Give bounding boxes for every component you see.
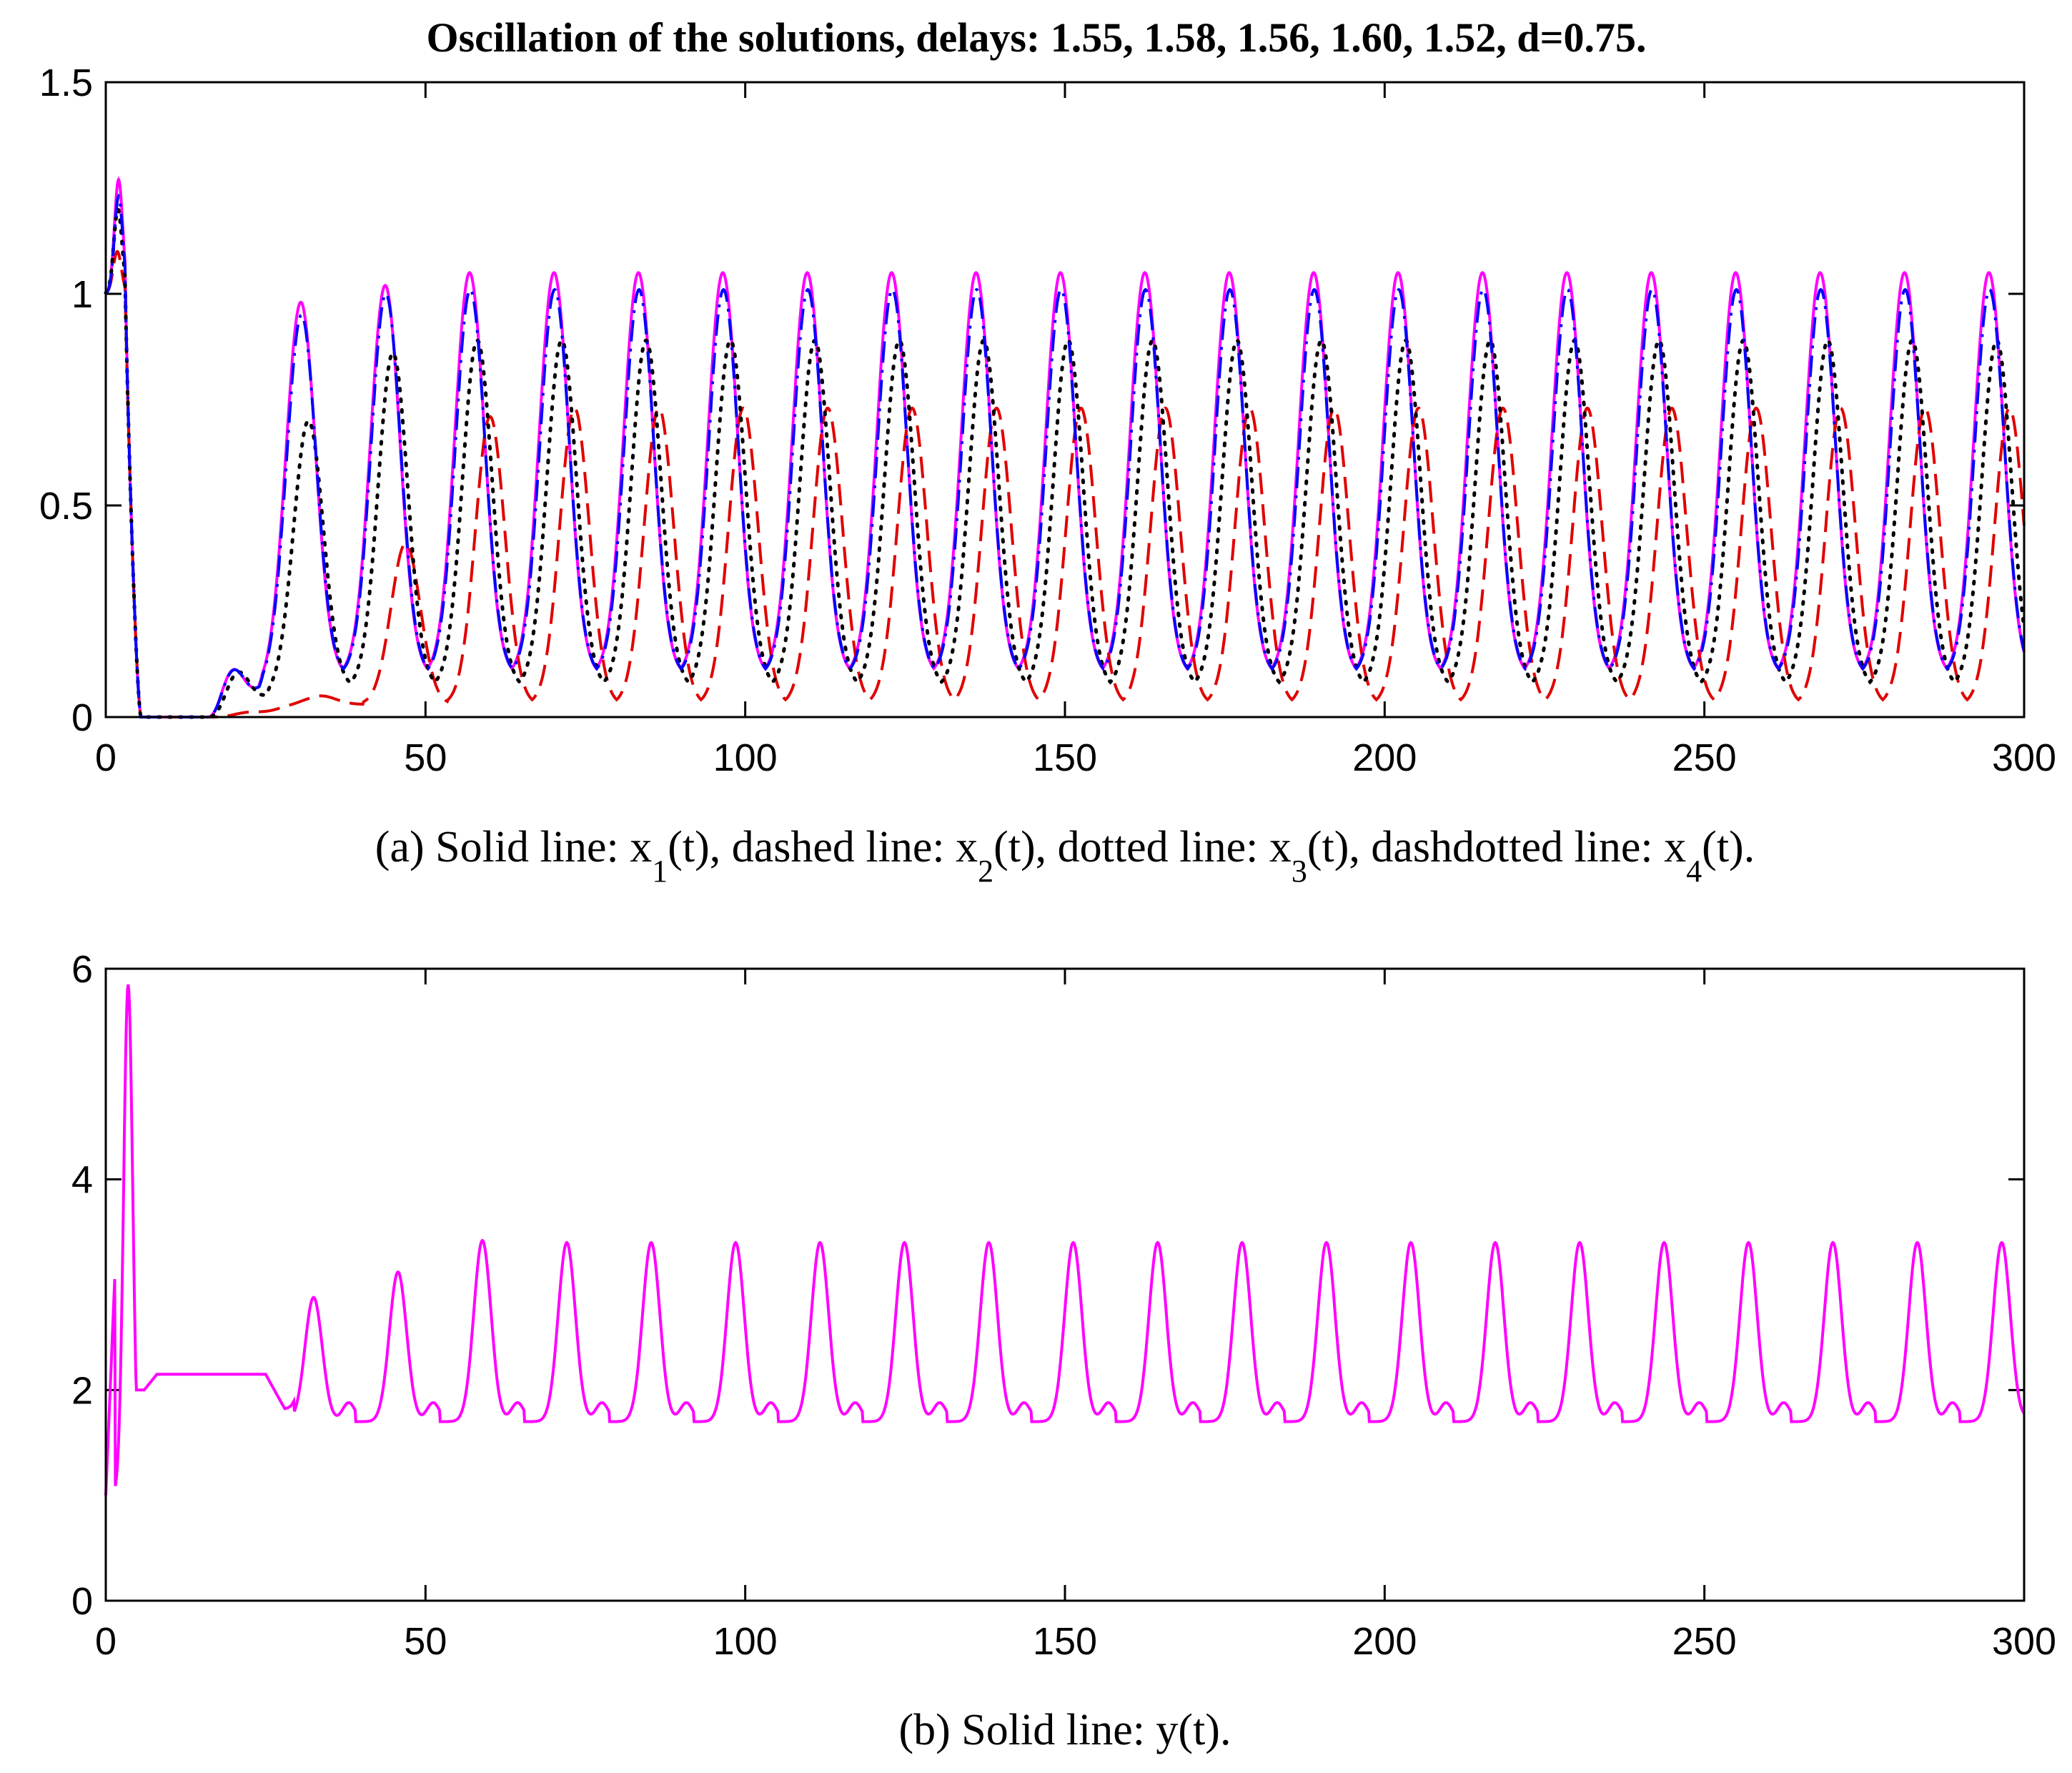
- caption-a-part3: (t), dotted line: x: [993, 823, 1292, 871]
- plot-a-ytick-label: 0.5: [39, 485, 93, 528]
- caption-a-sub3: 3: [1292, 854, 1307, 889]
- plot-b-ytick-label: 6: [71, 948, 93, 991]
- plot-a-series: [104, 176, 2026, 719]
- plot-b-ytick-label: 4: [71, 1159, 93, 1202]
- plot-a-ytick-label: 1: [71, 273, 93, 316]
- plot-a-caption: (a) Solid line: x1(t), dashed line: x2(t…: [375, 823, 1755, 889]
- caption-a-sub1: 1: [652, 854, 668, 889]
- plot-b-ytick-label: 0: [71, 1580, 93, 1623]
- plot-b-axes-box: [104, 967, 2026, 1602]
- plot-a-ticks: 0 50 100 150 200 250 300 0 0.5 1 1.5: [39, 61, 2056, 779]
- plot-b-xtick-label: 0: [95, 1620, 117, 1663]
- plot-a: 0 50 100 150 200 250 300 0 0.5 1 1.5: [39, 61, 2056, 779]
- plot-b-ytick-label: 2: [71, 1369, 93, 1412]
- caption-a-sub4: 4: [1686, 854, 1702, 889]
- chart-title: Oscillation of the solutions, delays: 1.…: [426, 14, 1646, 61]
- plot-a-xtick-label: 100: [713, 736, 778, 779]
- plot-b-xtick-label: 100: [713, 1620, 778, 1663]
- plot-a-xtick-label: 250: [1672, 736, 1737, 779]
- caption-a-suffix: (t).: [1702, 823, 1755, 871]
- caption-a-prefix: (a) Solid line: x: [375, 823, 652, 871]
- series-x4t-line: [104, 193, 2026, 718]
- caption-a-sub2: 2: [978, 854, 993, 889]
- plot-a-axes-box: [104, 81, 2026, 718]
- plot-b: 0 50 100 150 200 250 300 0 2 4 6: [71, 948, 2056, 1663]
- plot-b-xtick-label: 200: [1352, 1620, 1417, 1663]
- plot-a-ytick-label: 0: [71, 696, 93, 739]
- plot-b-xtick-label: 250: [1672, 1620, 1737, 1663]
- plot-b-xtick-label: 150: [1033, 1620, 1097, 1663]
- caption-a-part4: (t), dashdotted line: x: [1307, 823, 1686, 871]
- plot-b-xtick-label: 300: [1992, 1620, 2056, 1663]
- series-yt-line: [104, 984, 2026, 1496]
- plot-a-ytick-label: 1.5: [39, 61, 93, 104]
- series-x3t-line: [104, 205, 2026, 719]
- plot-b-xtick-label: 50: [404, 1620, 447, 1663]
- plot-a-xtick-label: 200: [1352, 736, 1417, 779]
- caption-a-part2: (t), dashed line: x: [668, 823, 978, 871]
- series-x2t-line: [104, 250, 2026, 718]
- plot-a-xtick-label: 50: [404, 736, 447, 779]
- series-x1t-line: [104, 176, 2026, 718]
- plot-a-xtick-label: 300: [1992, 736, 2056, 779]
- plot-a-xtick-label: 0: [95, 736, 117, 779]
- plot-b-series: [104, 984, 2026, 1496]
- plot-a-xtick-label: 150: [1033, 736, 1097, 779]
- plot-b-ticks: 0 50 100 150 200 250 300 0 2 4 6: [71, 948, 2056, 1663]
- plot-b-caption: (b) Solid line: y(t).: [899, 1706, 1231, 1754]
